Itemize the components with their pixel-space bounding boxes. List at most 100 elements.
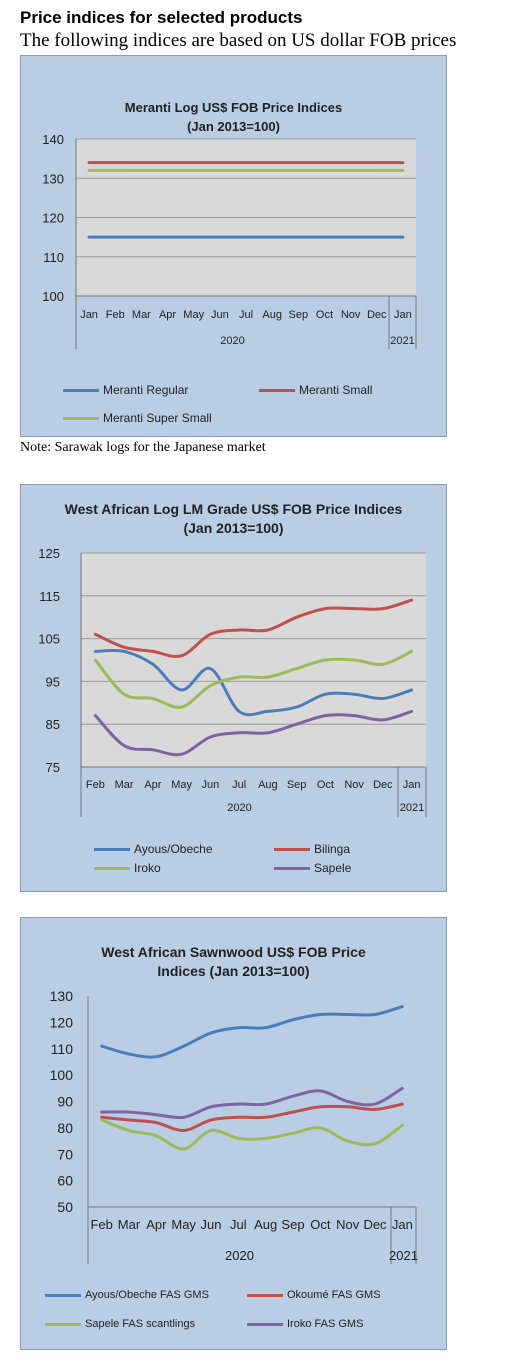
x-tick-label: Jul xyxy=(239,309,253,321)
series-line xyxy=(93,598,414,658)
legend-item: Meranti Super Small xyxy=(63,411,212,425)
y-tick-label: 105 xyxy=(38,632,60,647)
x-tick-label: Jan xyxy=(392,1217,413,1232)
legend-label: Meranti Small xyxy=(299,383,373,397)
year-label: 2020 xyxy=(225,1248,254,1263)
y-tick-label: 60 xyxy=(57,1173,73,1189)
y-tick-label: 75 xyxy=(46,760,60,775)
x-tick-label: May xyxy=(171,779,192,791)
west-african-log-chart-panel: West African Log LM Grade US$ FOB Price … xyxy=(20,484,447,892)
page-title: Price indices for selected products xyxy=(20,8,303,27)
legend-label: Sapele xyxy=(314,861,352,875)
legend-item: Sapele FAS scantlings xyxy=(45,1318,195,1330)
y-tick-label: 130 xyxy=(42,171,64,186)
series-line xyxy=(93,648,414,717)
series-line xyxy=(100,1118,404,1151)
y-tick-label: 110 xyxy=(51,1041,74,1057)
legend-item: Ayous/Obeche FAS GMS xyxy=(45,1289,209,1301)
y-tick-label: 140 xyxy=(42,132,64,147)
chart-title-line2: Indices (Jan 2013=100) xyxy=(157,963,310,979)
x-tick-label: Mar xyxy=(132,309,151,321)
series-line xyxy=(100,1005,404,1059)
x-tick-label: Aug xyxy=(258,779,278,791)
x-tick-label: Nov xyxy=(344,779,364,791)
x-tick-label: Feb xyxy=(90,1217,112,1232)
x-tick-label: Jan xyxy=(80,309,98,321)
x-tick-label: Feb xyxy=(106,309,125,321)
legend-swatch xyxy=(45,1322,81,1326)
legend-swatch xyxy=(94,867,130,871)
legend-label: Iroko xyxy=(134,861,161,875)
y-tick-label: 100 xyxy=(42,289,64,304)
year-label: 2021 xyxy=(390,335,414,347)
legend-swatch xyxy=(63,417,99,421)
x-tick-label: Apr xyxy=(159,309,176,321)
x-tick-label: Jul xyxy=(230,1217,247,1232)
legend-swatch xyxy=(247,1322,283,1326)
x-tick-label: Sep xyxy=(281,1217,304,1232)
series-line xyxy=(100,1102,404,1133)
legend-label: Ayous/Obeche xyxy=(134,842,213,856)
legend-swatch xyxy=(259,389,295,393)
legend-label: Sapele FAS scantlings xyxy=(85,1318,196,1330)
west-african-sawnwood-chart-panel: West African Sawnwood US$ FOB Price Indi… xyxy=(20,917,447,1350)
legend-label: Meranti Regular xyxy=(103,383,189,397)
x-tick-label: Oct xyxy=(316,309,333,321)
x-tick-label: Aug xyxy=(262,309,282,321)
legend-item: Ayous/Obeche xyxy=(94,842,213,856)
legend-item: Meranti Regular xyxy=(63,383,188,397)
y-tick-label: 125 xyxy=(38,546,60,561)
legend-item: Okoumé FAS GMS xyxy=(247,1289,381,1301)
y-tick-label: 70 xyxy=(57,1146,73,1162)
x-tick-label: Dec xyxy=(373,779,393,791)
x-tick-label: Jun xyxy=(211,309,229,321)
y-tick-label: 120 xyxy=(50,1014,74,1030)
legend-item: Iroko xyxy=(94,861,161,875)
year-label: 2021 xyxy=(389,1248,418,1263)
x-tick-label: Jun xyxy=(202,779,220,791)
chart-title-line2: (Jan 2013=100) xyxy=(183,520,284,536)
x-tick-label: Jul xyxy=(232,779,246,791)
x-tick-label: May xyxy=(183,309,204,321)
x-tick-label: Dec xyxy=(363,1217,387,1232)
legend-item: Sapele xyxy=(274,861,351,875)
legend-swatch xyxy=(94,848,130,852)
chart-title-line1: Meranti Log US$ FOB Price Indices xyxy=(124,100,343,115)
y-tick-label: 130 xyxy=(50,988,74,1004)
chart-title-line1: West African Log LM Grade US$ FOB Price … xyxy=(64,501,403,517)
x-tick-label: Feb xyxy=(86,779,105,791)
series-line xyxy=(93,649,414,709)
legend-label: Bilinga xyxy=(314,842,351,856)
legend-item: Bilinga xyxy=(274,842,350,856)
x-tick-label: May xyxy=(171,1217,196,1232)
y-tick-label: 120 xyxy=(42,211,64,226)
y-tick-label: 90 xyxy=(57,1094,73,1110)
legend-label: Iroko FAS GMS xyxy=(287,1318,364,1330)
x-tick-label: Mar xyxy=(115,779,134,791)
west-african-log-chart-svg: 75 85 95 105 115 125 Feb Mar Apr May Jun Jul Aug Sep O… xyxy=(38,546,427,817)
year-label: 2020 xyxy=(227,802,251,814)
meranti-chart-svg: 100 110 120 130 140 Jan Feb Mar Apr May Jun Jul Aug S… xyxy=(42,132,417,349)
y-tick-label: 110 xyxy=(43,250,64,265)
legend-swatch xyxy=(274,848,310,852)
x-tick-label: Nov xyxy=(341,309,361,321)
x-tick-label: Apr xyxy=(146,1217,167,1232)
series-line xyxy=(93,709,414,757)
legend-swatch xyxy=(247,1293,283,1297)
page-subtitle: The following indices are based on US do… xyxy=(20,30,457,51)
chart-note: Note: Sarawak logs for the Japanese mark… xyxy=(20,440,266,455)
legend-swatch xyxy=(274,867,310,871)
y-tick-label: 50 xyxy=(57,1199,73,1215)
legend-swatch xyxy=(63,389,99,393)
legend-label: Okoumé FAS GMS xyxy=(287,1289,381,1301)
chart-title-line1: West African Sawnwood US$ FOB Price xyxy=(101,944,366,960)
legend-label: Ayous/Obeche FAS GMS xyxy=(85,1289,209,1301)
west-african-sawnwood-chart-svg: 50 60 70 80 90 100 110 120 130 Feb Mar Apr May Jun Jul… xyxy=(50,988,418,1264)
year-label: 2020 xyxy=(220,335,244,347)
x-tick-label: Jan xyxy=(394,309,412,321)
x-tick-label: Dec xyxy=(367,309,387,321)
y-tick-label: 80 xyxy=(57,1120,73,1136)
legend-item: Iroko FAS GMS xyxy=(247,1318,363,1330)
y-tick-label: 95 xyxy=(46,674,60,689)
legend-label: Meranti Super Small xyxy=(103,411,212,425)
